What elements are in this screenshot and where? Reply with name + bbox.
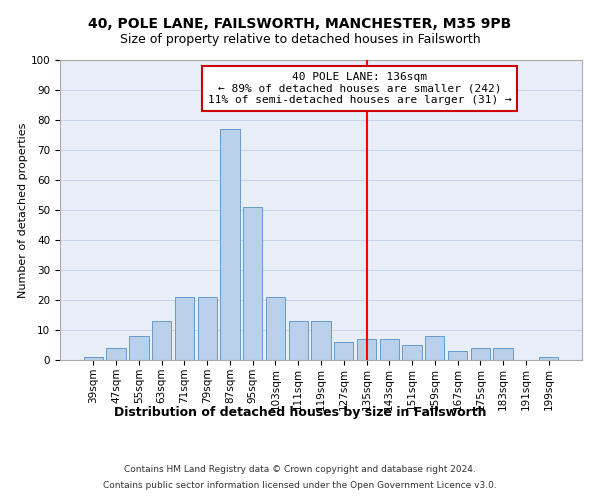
Bar [334,342,353,360]
Text: Contains HM Land Registry data © Crown copyright and database right 2024.: Contains HM Land Registry data © Crown c… [124,466,476,474]
Bar [84,357,103,360]
Bar [493,348,513,360]
Text: Size of property relative to detached houses in Failsworth: Size of property relative to detached ho… [119,32,481,46]
Bar [175,297,194,360]
Bar [220,129,239,360]
Bar [470,348,490,360]
Bar [289,321,308,360]
Text: Contains public sector information licensed under the Open Government Licence v3: Contains public sector information licen… [103,480,497,490]
Y-axis label: Number of detached properties: Number of detached properties [18,122,28,298]
Bar [380,339,399,360]
Bar [311,321,331,360]
Bar [539,357,558,360]
Text: Distribution of detached houses by size in Failsworth: Distribution of detached houses by size … [114,406,486,419]
Text: 40, POLE LANE, FAILSWORTH, MANCHESTER, M35 9PB: 40, POLE LANE, FAILSWORTH, MANCHESTER, M… [88,18,512,32]
Bar [357,339,376,360]
Bar [448,351,467,360]
Text: 40 POLE LANE: 136sqm
← 89% of detached houses are smaller (242)
11% of semi-deta: 40 POLE LANE: 136sqm ← 89% of detached h… [208,72,512,105]
Bar [197,297,217,360]
Bar [129,336,149,360]
Bar [266,297,285,360]
Bar [243,207,262,360]
Bar [152,321,172,360]
Bar [425,336,445,360]
Bar [403,345,422,360]
Bar [106,348,126,360]
